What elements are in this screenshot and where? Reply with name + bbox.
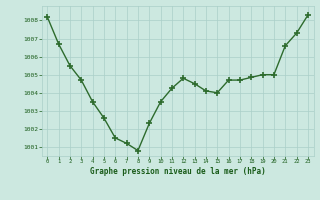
X-axis label: Graphe pression niveau de la mer (hPa): Graphe pression niveau de la mer (hPa) [90,167,266,176]
